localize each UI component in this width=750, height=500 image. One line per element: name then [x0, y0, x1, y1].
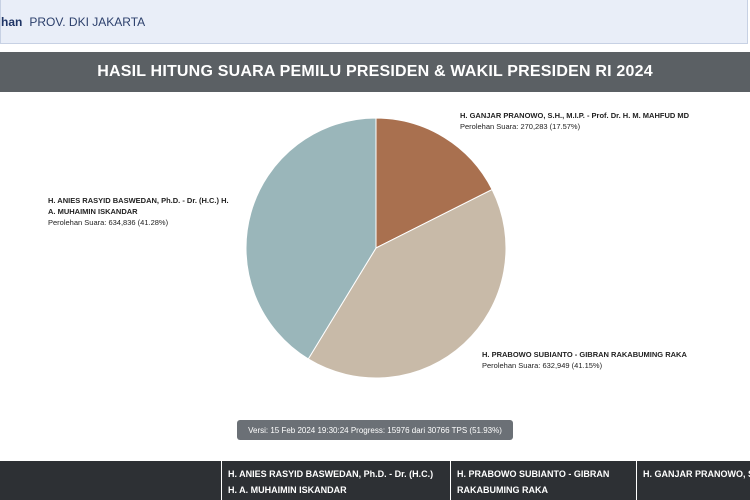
table-header-anies: H. ANIES RASYID BASWEDAN, Ph.D. - Dr. (H… [222, 461, 451, 500]
table-header-prabowo: H. PRABOWO SUBIANTO - GIBRAN RAKABUMING … [451, 461, 637, 500]
slice-label-ganjar: H. GANJAR PRANOWO, S.H., M.I.P. - Prof. … [460, 110, 689, 132]
breadcrumb: han PROV. DKI JAKARTA [0, 0, 748, 44]
results-table-header: H. ANIES RASYID BASWEDAN, Ph.D. - Dr. (H… [0, 461, 750, 500]
pie-slice-ganjar[interactable] [375, 117, 493, 249]
table-header-blank [0, 461, 222, 500]
page-title: HASIL HITUNG SUARA PEMILU PRESIDEN & WAK… [0, 52, 750, 92]
slice-label-ganjar-name: H. GANJAR PRANOWO, S.H., M.I.P. - Prof. … [460, 111, 690, 120]
slice-label-anies-votes: Perolehan Suara: 634,836 (41.28%) [48, 218, 169, 227]
table-header-ganjar: H. GANJAR PRANOWO, S. H. M. MAHFUD MD [643, 469, 750, 479]
breadcrumb-prefix[interactable]: han [1, 14, 23, 29]
slice-label-ganjar-votes: Perolehan Suara: 270,283 (17.57%) [460, 122, 581, 131]
slice-label-prabowo-votes: Perolehan Suara: 632,949 (41.15%) [482, 361, 603, 370]
slice-label-anies-name-2: A. MUHAIMIN ISKANDAR [48, 207, 138, 216]
pie-chart: H. GANJAR PRANOWO, S.H., M.I.P. - Prof. … [0, 92, 750, 452]
slice-label-prabowo-name: H. PRABOWO SUBIANTO - GIBRAN RAKABUMING … [482, 350, 687, 359]
slice-label-anies: H. ANIES RASYID BASWEDAN, Ph.D. - Dr. (H… [48, 195, 229, 228]
pie-slice-anies[interactable] [245, 117, 377, 360]
slice-label-anies-name: H. ANIES RASYID BASWEDAN, Ph.D. - Dr. (H… [48, 196, 229, 205]
pie-chart-svg [245, 117, 507, 379]
version-progress-badge: Versi: 15 Feb 2024 19:30:24 Progress: 15… [237, 420, 513, 440]
breadcrumb-region[interactable]: PROV. DKI JAKARTA [29, 14, 146, 29]
slice-label-prabowo: H. PRABOWO SUBIANTO - GIBRAN RAKABUMING … [482, 349, 687, 371]
pie-slice-prabowo[interactable] [307, 188, 507, 379]
